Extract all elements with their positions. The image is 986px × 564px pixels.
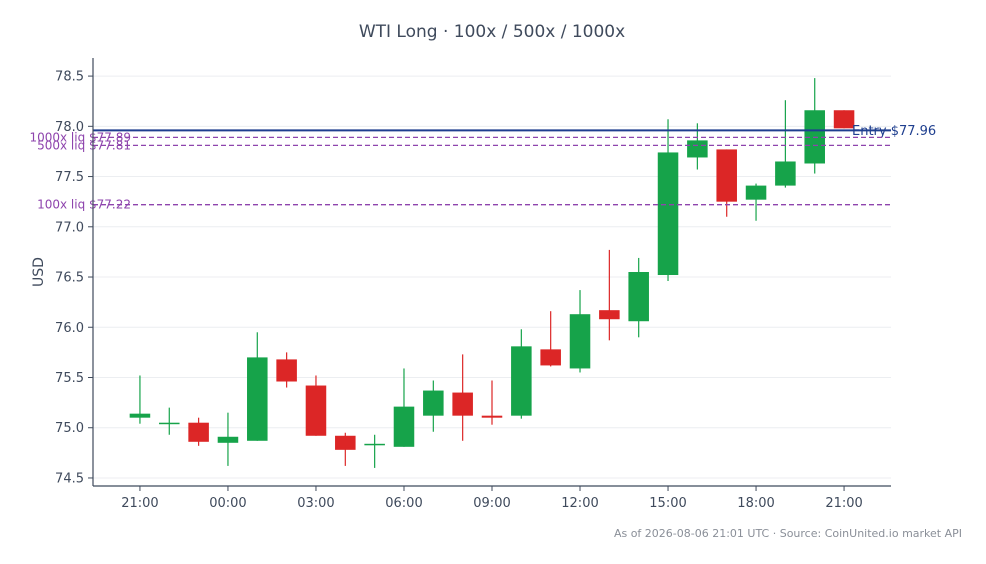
candle-body xyxy=(364,443,385,446)
candle-body xyxy=(569,314,591,369)
candle-up xyxy=(657,119,679,282)
candle-down xyxy=(716,149,737,217)
candle-up xyxy=(745,183,767,221)
candle-up xyxy=(247,332,268,441)
candle-down xyxy=(833,110,855,129)
grid-layer xyxy=(93,75,891,479)
candle-down xyxy=(540,311,561,367)
y-tick-label: 78.5 xyxy=(55,70,84,85)
candle-up xyxy=(159,407,180,435)
candle-body xyxy=(247,357,268,441)
liq-500x-label: 500x liq $77.81 xyxy=(37,138,131,152)
candle-body xyxy=(129,413,151,418)
y-tick-label: 76.0 xyxy=(55,321,84,336)
candle-body xyxy=(423,390,444,416)
candle-body xyxy=(276,359,297,382)
x-tick-label: 06:00 xyxy=(385,496,422,511)
y-tick-label: 75.0 xyxy=(55,421,84,436)
candle-up xyxy=(423,380,444,432)
candle-up xyxy=(569,290,591,373)
candle-body xyxy=(775,161,796,186)
candle-body xyxy=(481,415,503,418)
candle-down xyxy=(305,375,327,436)
candle-down xyxy=(276,352,297,388)
candle-body xyxy=(745,185,767,200)
candle-body xyxy=(599,310,620,320)
candle-down xyxy=(188,417,209,446)
candle-up xyxy=(364,434,385,468)
candle-up xyxy=(775,100,796,188)
candle-body xyxy=(305,385,327,436)
y-axis-label: USD xyxy=(31,257,47,287)
y-tick-label: 78.0 xyxy=(55,120,84,135)
y-tick-label: 77.5 xyxy=(55,170,84,185)
y-tick-label: 75.5 xyxy=(55,371,84,386)
candle-body xyxy=(159,422,180,425)
candle-body xyxy=(657,152,679,276)
x-tick-label: 09:00 xyxy=(473,496,510,511)
x-tick-label: 12:00 xyxy=(561,496,598,511)
candle-up xyxy=(129,375,151,424)
liq-1000x-label: 1000x liq $77.89 xyxy=(29,130,131,144)
x-tick-label: 15:00 xyxy=(649,496,686,511)
candle-body xyxy=(628,272,649,322)
candle-up xyxy=(511,329,532,419)
x-tick-label: 21:00 xyxy=(825,496,862,511)
candle-body xyxy=(716,149,737,202)
x-tick-label: 18:00 xyxy=(737,496,774,511)
entry-label: Entry $77.96 xyxy=(852,124,936,139)
candle-body xyxy=(217,436,239,443)
x-tick-label: 03:00 xyxy=(297,496,334,511)
candle-body xyxy=(540,349,561,366)
y-tick-label: 74.5 xyxy=(55,471,84,486)
candle-down xyxy=(335,432,356,466)
candle-body xyxy=(188,422,209,442)
liq-100x-label: 100x liq $77.22 xyxy=(37,198,131,212)
candle-up xyxy=(217,412,239,466)
axis-layer: 74.5 75.0 75.5 76.0 76.5 77.0 77.5 78.0 78.5 21:0… xyxy=(55,58,891,511)
candle-up xyxy=(804,78,825,174)
candle-body xyxy=(833,110,855,129)
x-tick-label: 00:00 xyxy=(209,496,246,511)
candle-up xyxy=(628,257,649,338)
x-tick-label: 21:00 xyxy=(121,496,158,511)
candle-down xyxy=(481,380,503,425)
candle-body xyxy=(687,140,708,158)
candle-layer xyxy=(129,78,855,468)
candle-down xyxy=(599,249,620,341)
candle-body xyxy=(335,435,356,450)
candle-down xyxy=(452,354,473,441)
y-tick-label: 77.0 xyxy=(55,220,84,235)
footer-note: As of 2026-08-06 21:01 UTC · Source: Coi… xyxy=(614,527,962,540)
candle-body xyxy=(393,406,415,447)
y-tick-label: 76.5 xyxy=(55,271,84,286)
candle-up xyxy=(393,368,415,447)
chart-title: WTI Long · 100x / 500x / 1000x xyxy=(359,22,625,42)
candle-body xyxy=(452,392,473,416)
candle-body xyxy=(511,346,532,416)
